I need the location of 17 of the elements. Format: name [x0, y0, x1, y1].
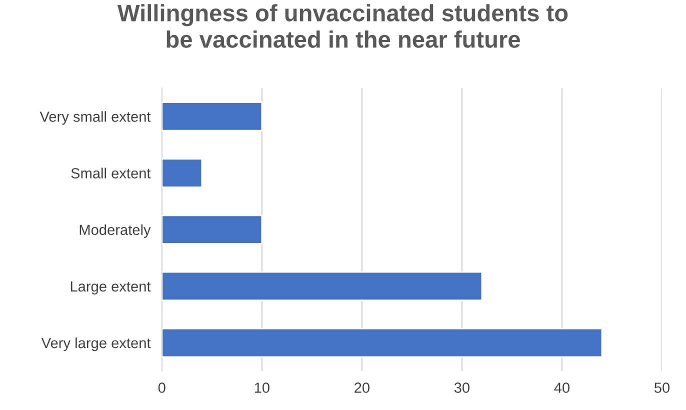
bar [162, 271, 483, 302]
x-tick-label: 0 [158, 382, 166, 393]
y-tick-label: Large extent [70, 281, 151, 294]
y-tick-label: Moderately [80, 224, 151, 238]
y-tick-label: Very small extent [40, 111, 151, 125]
x-tick-label: 40 [554, 382, 570, 393]
bar [162, 158, 203, 188]
x-tick-label: 50 [654, 382, 670, 393]
bar [162, 214, 263, 244]
chart-title: Willingness of unvaccinated students to be vaccinated in the near future [118, 4, 568, 48]
y-tick-label: Very large extent [41, 337, 151, 352]
bar [162, 102, 263, 132]
x-tick-label: 20 [354, 382, 370, 393]
bar [162, 328, 603, 358]
x-tick-label: 30 [454, 382, 470, 393]
y-tick-label: Small extent [71, 168, 151, 178]
x-tick-label: 10 [254, 382, 270, 393]
